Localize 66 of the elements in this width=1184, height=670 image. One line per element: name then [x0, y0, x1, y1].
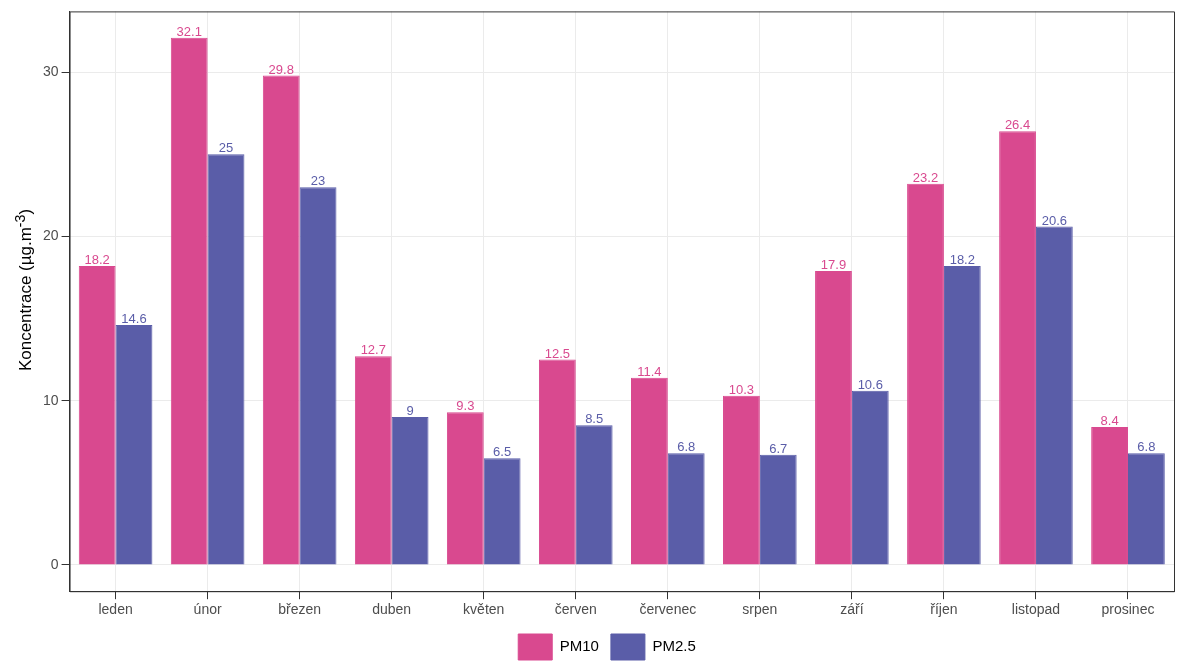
bar	[207, 154, 245, 565]
bar	[759, 454, 797, 565]
x-tick-label: leden	[98, 601, 133, 618]
data-label: 12.5	[544, 345, 571, 361]
bar	[907, 183, 944, 565]
data-label: 18.2	[949, 252, 975, 268]
x-tick-label: listopad	[1011, 601, 1061, 618]
bar	[630, 377, 668, 565]
data-label: 17.9	[820, 256, 847, 272]
bar	[78, 265, 116, 565]
data-label: 6.8	[1137, 439, 1156, 455]
bar	[667, 453, 705, 565]
x-tick-label: říjen	[930, 601, 958, 618]
bar	[115, 325, 153, 565]
data-label: 14.6	[121, 311, 147, 327]
bar	[299, 187, 337, 565]
data-label: 10.3	[728, 381, 755, 397]
data-label: 9	[406, 403, 414, 419]
data-label: 23.2	[912, 169, 939, 185]
data-label: 9.3	[456, 398, 475, 414]
bar	[446, 412, 484, 565]
y-tick-label: 30	[42, 63, 59, 80]
x-tick-label: srpen	[742, 601, 778, 618]
x-tick-label: prosinec	[1101, 601, 1155, 618]
x-tick-label: červen	[554, 601, 597, 618]
bar	[483, 458, 521, 565]
y-tick-label: 0	[50, 555, 59, 572]
x-tick-label: duben	[372, 601, 412, 618]
bar	[262, 75, 300, 565]
bar	[170, 37, 208, 565]
data-label: 18.2	[84, 252, 110, 268]
bar	[851, 390, 889, 565]
x-tick-label: únor	[193, 601, 222, 618]
data-label: 6.7	[769, 440, 788, 456]
x-tick-label: květen	[463, 601, 505, 618]
data-label: 25	[218, 140, 234, 156]
y-tick-label: 10	[42, 391, 59, 408]
x-tick-label: březen	[278, 601, 322, 618]
legend-label: PM2.5	[652, 637, 696, 655]
x-tick-label: červenec	[639, 601, 697, 618]
bar	[1091, 426, 1128, 565]
data-label: 12.7	[360, 342, 386, 358]
data-label: 11.4	[637, 363, 662, 379]
data-label: 10.6	[857, 376, 883, 392]
data-label: 26.4	[1004, 117, 1031, 133]
data-label: 6.8	[677, 439, 696, 455]
bar	[815, 270, 852, 565]
data-label: 8.4	[1100, 413, 1119, 429]
x-tick-label: září	[840, 601, 864, 618]
bar	[575, 425, 613, 565]
bar	[943, 265, 981, 565]
bar	[999, 131, 1036, 565]
data-label: 29.8	[268, 61, 294, 77]
data-label: 32.1	[176, 23, 202, 39]
data-label: 20.6	[1041, 212, 1068, 228]
bar	[1127, 453, 1165, 565]
data-label: 8.5	[585, 411, 604, 427]
bar	[391, 417, 429, 565]
bar	[723, 395, 760, 565]
data-label: 23	[310, 173, 326, 189]
legend-label: PM10	[559, 637, 599, 655]
y-tick-label: 20	[42, 227, 59, 244]
bar	[538, 359, 576, 565]
bar	[354, 356, 392, 565]
bar	[1035, 226, 1073, 565]
data-label: 6.5	[493, 444, 512, 460]
